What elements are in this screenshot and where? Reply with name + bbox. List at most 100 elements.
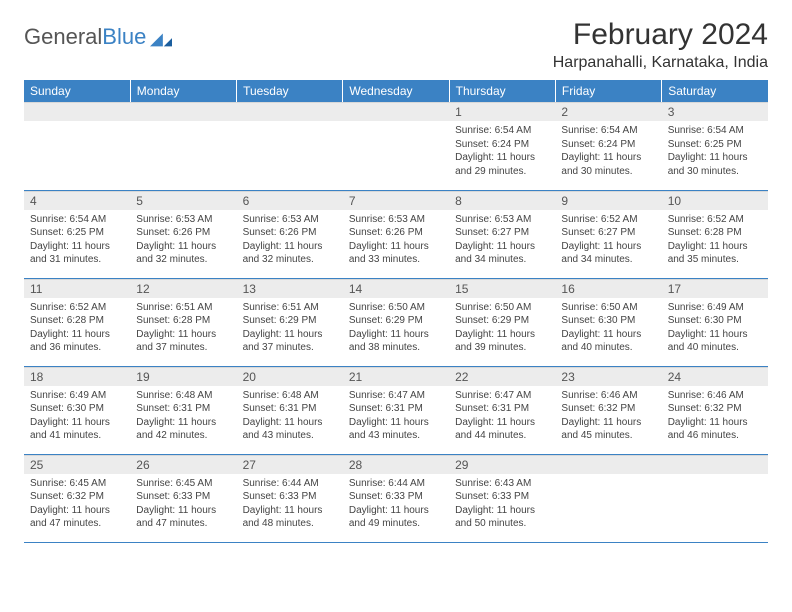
daylight-line1: Daylight: 11 hours xyxy=(30,240,124,254)
brand-part2: Blue xyxy=(102,24,146,50)
day-number-empty xyxy=(24,102,130,121)
daylight-line2: and 40 minutes. xyxy=(668,341,762,355)
sunrise-text: Sunrise: 6:49 AM xyxy=(668,301,762,315)
calendar-day-cell: 28Sunrise: 6:44 AMSunset: 6:33 PMDayligh… xyxy=(343,454,449,542)
calendar-day-cell: 6Sunrise: 6:53 AMSunset: 6:26 PMDaylight… xyxy=(237,190,343,278)
day-details: Sunrise: 6:45 AMSunset: 6:32 PMDaylight:… xyxy=(24,474,130,535)
day-details: Sunrise: 6:54 AMSunset: 6:24 PMDaylight:… xyxy=(449,121,555,182)
daylight-line1: Daylight: 11 hours xyxy=(455,504,549,518)
sunset-text: Sunset: 6:26 PM xyxy=(136,226,230,240)
day-number: 24 xyxy=(662,367,768,386)
daylight-line1: Daylight: 11 hours xyxy=(243,328,337,342)
daylight-line2: and 48 minutes. xyxy=(243,517,337,531)
weekday-header-cell: Sunday xyxy=(24,80,130,102)
sunset-text: Sunset: 6:28 PM xyxy=(668,226,762,240)
daylight-line2: and 39 minutes. xyxy=(455,341,549,355)
daylight-line2: and 32 minutes. xyxy=(136,253,230,267)
day-number: 3 xyxy=(662,102,768,121)
day-number: 21 xyxy=(343,367,449,386)
day-number: 17 xyxy=(662,279,768,298)
day-number: 16 xyxy=(555,279,661,298)
calendar-day-cell: 18Sunrise: 6:49 AMSunset: 6:30 PMDayligh… xyxy=(24,366,130,454)
calendar-day-cell: 14 Sunrise: 6:50 AMSunset: 6:29 PMDayligh… xyxy=(343,278,449,366)
calendar-table: SundayMondayTuesdayWednesdayThursdayFrid… xyxy=(24,80,768,543)
daylight-line1: Daylight: 11 hours xyxy=(561,151,655,165)
calendar-day-cell: 10Sunrise: 6:52 AMSunset: 6:28 PMDayligh… xyxy=(662,190,768,278)
daylight-line2: and 47 minutes. xyxy=(30,517,124,531)
sunrise-text: Sunrise: 6:49 AM xyxy=(30,389,124,403)
sunset-text: Sunset: 6:33 PM xyxy=(349,490,443,504)
day-details: Sunrise: 6:50 AMSunset: 6:29 PMDaylight:… xyxy=(449,298,555,359)
day-number: 14 xyxy=(343,279,449,298)
day-number: 15 xyxy=(449,279,555,298)
daylight-line1: Daylight: 11 hours xyxy=(136,504,230,518)
day-number-empty xyxy=(343,102,449,121)
sunrise-text: Sunrise: 6:54 AM xyxy=(668,124,762,138)
weekday-header-cell: Saturday xyxy=(662,80,768,102)
daylight-line1: Daylight: 11 hours xyxy=(455,416,549,430)
daylight-line2: and 44 minutes. xyxy=(455,429,549,443)
day-number: 20 xyxy=(237,367,343,386)
day-number: 5 xyxy=(130,191,236,210)
sunset-text: Sunset: 6:29 PM xyxy=(349,314,443,328)
weekday-header-cell: Thursday xyxy=(449,80,555,102)
day-details: Sunrise: 6:44 AMSunset: 6:33 PMDaylight:… xyxy=(237,474,343,535)
day-number: 8 xyxy=(449,191,555,210)
sunrise-text: Sunrise: 6:53 AM xyxy=(455,213,549,227)
daylight-line1: Daylight: 11 hours xyxy=(136,240,230,254)
calendar-day-cell: 16Sunrise: 6:50 AMSunset: 6:30 PMDayligh… xyxy=(555,278,661,366)
sunset-text: Sunset: 6:30 PM xyxy=(668,314,762,328)
daylight-line1: Daylight: 11 hours xyxy=(349,416,443,430)
sunrise-text: Sunrise: 6:45 AM xyxy=(30,477,124,491)
daylight-line1: Daylight: 11 hours xyxy=(668,328,762,342)
sunrise-text: Sunrise: 6:47 AM xyxy=(455,389,549,403)
calendar-empty-cell xyxy=(24,102,130,190)
daylight-line1: Daylight: 11 hours xyxy=(561,416,655,430)
day-number-empty xyxy=(130,102,236,121)
sunrise-text: Sunrise: 6:48 AM xyxy=(136,389,230,403)
day-details: Sunrise: 6:52 AMSunset: 6:27 PMDaylight:… xyxy=(555,210,661,271)
calendar-empty-cell xyxy=(130,102,236,190)
sunset-text: Sunset: 6:31 PM xyxy=(455,402,549,416)
brand-part1: General xyxy=(24,24,102,50)
daylight-line1: Daylight: 11 hours xyxy=(455,151,549,165)
day-details: Sunrise: 6:53 AMSunset: 6:27 PMDaylight:… xyxy=(449,210,555,271)
calendar-empty-cell xyxy=(343,102,449,190)
calendar-day-cell: 5Sunrise: 6:53 AMSunset: 6:26 PMDaylight… xyxy=(130,190,236,278)
logo-triangle-icon xyxy=(150,31,172,47)
sunset-text: Sunset: 6:31 PM xyxy=(136,402,230,416)
daylight-line1: Daylight: 11 hours xyxy=(349,240,443,254)
day-details: Sunrise: 6:48 AMSunset: 6:31 PMDaylight:… xyxy=(130,386,236,447)
day-details: Sunrise: 6:53 AMSunset: 6:26 PMDaylight:… xyxy=(130,210,236,271)
day-details: Sunrise: 6:50 AMSunset: 6:30 PMDaylight:… xyxy=(555,298,661,359)
calendar-day-cell: 7Sunrise: 6:53 AMSunset: 6:26 PMDaylight… xyxy=(343,190,449,278)
daylight-line1: Daylight: 11 hours xyxy=(243,240,337,254)
sunrise-text: Sunrise: 6:46 AM xyxy=(561,389,655,403)
sunset-text: Sunset: 6:28 PM xyxy=(136,314,230,328)
sunrise-text: Sunrise: 6:54 AM xyxy=(30,213,124,227)
calendar-day-cell: 13Sunrise: 6:51 AMSunset: 6:29 PMDayligh… xyxy=(237,278,343,366)
sunrise-text: Sunrise: 6:54 AM xyxy=(561,124,655,138)
day-details: Sunrise: 6:47 AMSunset: 6:31 PMDaylight:… xyxy=(343,386,449,447)
calendar-body: 1Sunrise: 6:54 AMSunset: 6:24 PMDaylight… xyxy=(24,102,768,542)
day-details: Sunrise: 6:52 AMSunset: 6:28 PMDaylight:… xyxy=(662,210,768,271)
daylight-line2: and 42 minutes. xyxy=(136,429,230,443)
sunset-text: Sunset: 6:29 PM xyxy=(243,314,337,328)
daylight-line1: Daylight: 11 hours xyxy=(349,328,443,342)
sunset-text: Sunset: 6:32 PM xyxy=(668,402,762,416)
sunset-text: Sunset: 6:30 PM xyxy=(30,402,124,416)
calendar-day-cell: 17 Sunrise: 6:49 AMSunset: 6:30 PMDayligh… xyxy=(662,278,768,366)
sunset-text: Sunset: 6:32 PM xyxy=(561,402,655,416)
day-details: Sunrise: 6:54 AMSunset: 6:25 PMDaylight:… xyxy=(662,121,768,182)
sunset-text: Sunset: 6:24 PM xyxy=(561,138,655,152)
sunrise-text: Sunrise: 6:50 AM xyxy=(349,301,443,315)
sunset-text: Sunset: 6:26 PM xyxy=(243,226,337,240)
sunset-text: Sunset: 6:30 PM xyxy=(561,314,655,328)
calendar-day-cell: 4Sunrise: 6:54 AMSunset: 6:25 PMDaylight… xyxy=(24,190,130,278)
sunrise-text: Sunrise: 6:47 AM xyxy=(349,389,443,403)
daylight-line2: and 30 minutes. xyxy=(668,165,762,179)
month-title: February 2024 xyxy=(553,18,768,52)
sunset-text: Sunset: 6:29 PM xyxy=(455,314,549,328)
day-details: Sunrise: 6:48 AMSunset: 6:31 PMDaylight:… xyxy=(237,386,343,447)
location: Harpanahalli, Karnataka, India xyxy=(553,54,768,72)
